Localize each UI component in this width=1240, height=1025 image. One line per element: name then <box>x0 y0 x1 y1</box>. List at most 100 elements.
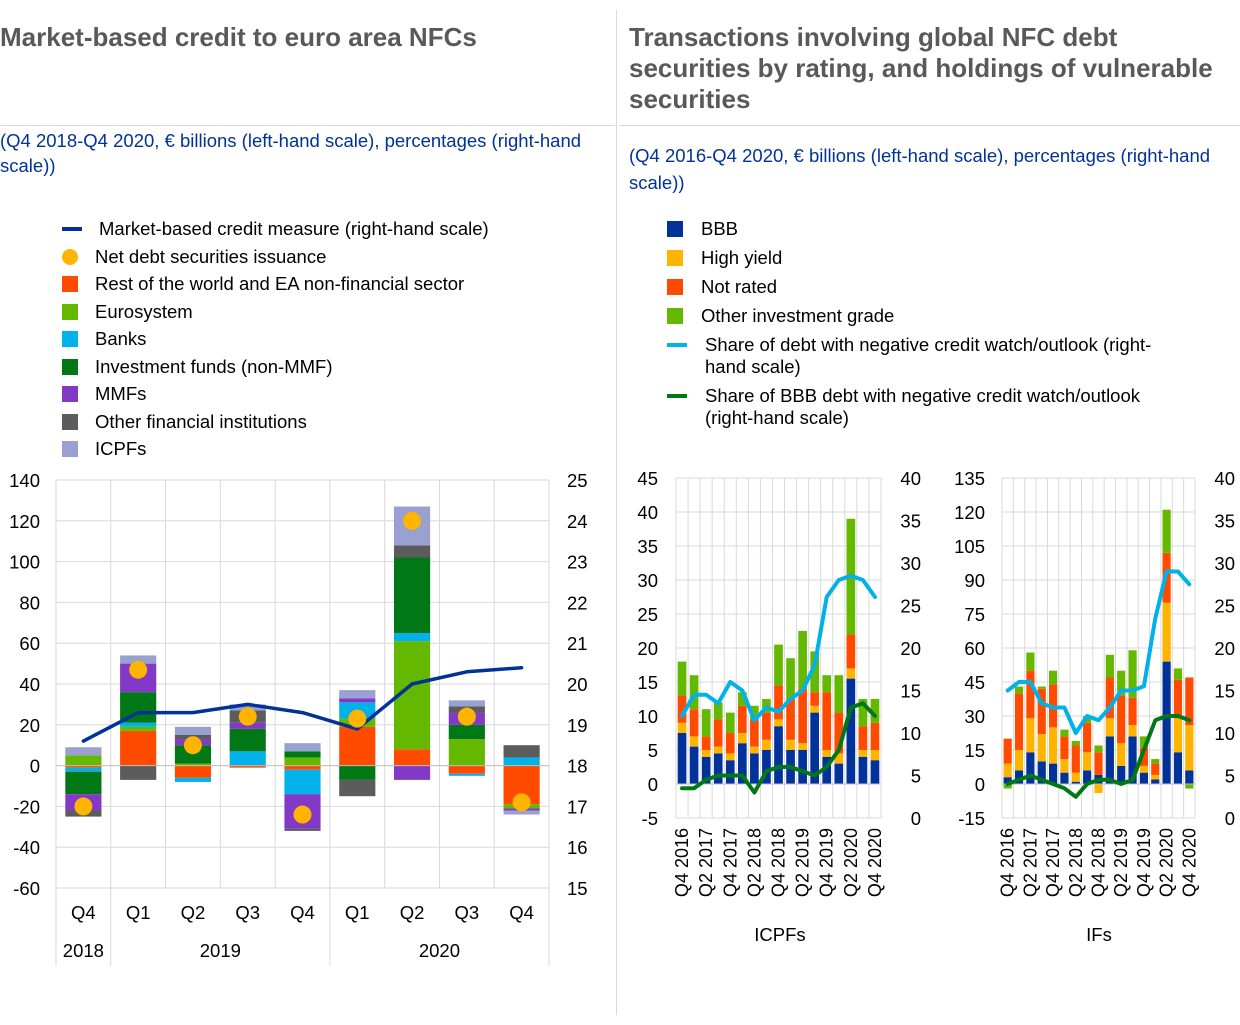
ifs-bar-other-investment-grade <box>1014 686 1024 694</box>
left-y-tick-label: 120 <box>9 511 40 532</box>
icpfs-bar-high-yield <box>798 743 807 750</box>
icpfs-y-tick-label: 10 <box>637 706 658 727</box>
icpfs-bar-other-investment-grade <box>725 712 735 733</box>
left-bar-icpfs <box>65 747 102 756</box>
left-bar-banks <box>284 769 321 795</box>
ifs-bar-other-investment-grade <box>1117 670 1126 696</box>
icpfs-bar-not-rated <box>762 712 771 740</box>
icpfs-bar-other-investment-grade <box>713 702 723 720</box>
ifs-bar-not-rated <box>1173 679 1183 719</box>
ifs-bar-other-investment-grade <box>1037 686 1046 689</box>
icpfs-y2-tick-label: 10 <box>900 723 921 744</box>
legend-swatch <box>62 248 78 265</box>
ifs-x-axis-label: IFs <box>1086 924 1112 945</box>
left-bar-eurosystem <box>448 739 485 766</box>
left-bar-rest-of-the-world-and-ea-non-financial-sector <box>65 765 102 768</box>
icpfs-x-tick-label: Q4 2016 <box>672 828 692 897</box>
left-bar-mmfs <box>229 722 266 729</box>
left-y-tick-label: 80 <box>19 592 40 613</box>
right-title-rule <box>619 125 1240 126</box>
ifs-y2-tick-label: 20 <box>1214 638 1235 659</box>
ifs-x-tick-label: Q2 2019 <box>1111 828 1131 897</box>
legend-swatch <box>667 343 687 347</box>
left-y2-tick-label: 15 <box>567 878 588 899</box>
left-legend-item-other-financial-institutions: Other financial institutions <box>62 411 489 439</box>
left-bar-mmfs <box>393 765 431 780</box>
right-chart-panel: Transactions involving global NFC debt s… <box>619 0 1240 1025</box>
ifs-bar-not-rated <box>1026 670 1035 719</box>
ifs-x-tick-label: Q2 2017 <box>1020 828 1040 897</box>
ifs-x-tick-label: Q2 2018 <box>1066 828 1086 897</box>
ifs-bar-high-yield <box>1128 725 1137 737</box>
icpfs-line-share-of-debt-with-negative-credit-watch-outlook-right-hand-scale <box>680 573 877 723</box>
left-bar-banks <box>65 767 102 772</box>
icpfs-y2-tick-label: 20 <box>900 638 921 659</box>
ifs-bar-not-rated <box>1037 688 1046 735</box>
icpfs-bar-not-rated <box>677 695 687 723</box>
left-legend-item-market-based-credit-measure-right-hand-scale: Market-based credit measure (right-hand … <box>62 218 489 246</box>
ifs-bar-high-yield <box>1003 763 1012 778</box>
left-marker-net-issuance <box>183 736 202 755</box>
icpfs-bar-high-yield <box>677 722 687 733</box>
left-bar-eurosystem <box>174 763 212 766</box>
icpfs-x-tick-label: Q2 2020 <box>841 828 861 897</box>
icpfs-y-tick-label: 40 <box>637 502 658 523</box>
ifs-bar-not-rated <box>1117 695 1126 744</box>
left-bar-investment-funds-non-mmf <box>174 745 212 764</box>
icpfs-y2-tick-label: 5 <box>911 766 921 787</box>
left-bar-icpfs <box>284 743 321 752</box>
ifs-y2-tick-label: 35 <box>1214 511 1235 532</box>
left-x-tick-label: Q3 <box>454 902 479 923</box>
icpfs-x-tick-label: Q2 2017 <box>696 828 716 897</box>
ifs-bar-not-rated <box>1083 722 1092 753</box>
icpfs-bar-not-rated <box>701 736 711 750</box>
legend-swatch <box>667 250 683 266</box>
right-legend-item-other-investment-grade: Other investment grade <box>667 305 1187 327</box>
icpfs-bar-high-yield <box>834 753 844 764</box>
left-bar-eurosystem <box>284 757 321 766</box>
left-bar-rest-of-the-world-and-ea-non-financial-sector <box>339 726 376 766</box>
ifs-bar-bbb <box>1105 736 1114 784</box>
left-legend-item-eurosystem: Eurosystem <box>62 301 489 329</box>
ifs-y2-tick-label: 0 <box>1225 808 1235 829</box>
left-y-tick-label: 0 <box>30 756 40 777</box>
ifs-y-tick-label: 105 <box>954 536 985 557</box>
ifs-bar-bbb <box>1128 736 1137 784</box>
panel-divider <box>616 10 617 1015</box>
left-bar-eurosystem <box>120 726 157 731</box>
legend-swatch <box>62 331 78 347</box>
legend-swatch <box>667 279 683 295</box>
icpfs-bar-bbb <box>858 756 868 784</box>
left-bar-investment-funds-non-mmf <box>393 557 431 633</box>
icpfs-bar-not-rated <box>846 634 856 669</box>
icpfs-bar-bbb <box>810 712 820 784</box>
ifs-bar-other-investment-grade <box>1151 759 1160 764</box>
left-y-tick-label: -40 <box>13 837 40 858</box>
legend-label: Investment funds (non-MMF) <box>95 355 333 377</box>
icpfs-bar-other-investment-grade <box>858 699 868 727</box>
icpfs-bar-high-yield <box>870 750 880 761</box>
left-y2-tick-label: 24 <box>567 511 588 532</box>
ifs-bar-other-investment-grade <box>1049 670 1058 685</box>
left-year-label: 2020 <box>419 940 460 961</box>
icpfs-y2-tick-label: 35 <box>900 511 921 532</box>
ifs-bar-bbb <box>1117 765 1126 784</box>
left-y-tick-label: 100 <box>9 552 40 573</box>
icpfs-y2-tick-label: 40 <box>900 468 921 489</box>
ifs-bar-bbb <box>1026 752 1035 784</box>
left-marker-net-issuance <box>348 709 367 728</box>
left-bar-rest-of-the-world-and-ea-non-financial-sector <box>174 765 212 778</box>
ifs-bar-not-rated <box>1105 677 1114 719</box>
icpfs-bar-high-yield <box>846 668 856 679</box>
ifs-x-tick-label: Q2 2020 <box>1157 828 1177 897</box>
legend-label: Not rated <box>701 276 778 297</box>
left-bar-banks <box>448 773 485 776</box>
right-legend-item-share-of-bbb-debt-with-negative-credit-watch-outlook-right-hand-scale: Share of BBB debt with negative credit w… <box>667 385 1187 429</box>
ifs-y-tick-label: 75 <box>964 604 985 625</box>
left-bar-other-financial-institutions <box>120 765 157 780</box>
icpfs-bar-other-investment-grade <box>870 699 880 723</box>
ifs-bar-high-yield <box>1105 718 1114 737</box>
ifs-bar-bbb <box>1162 661 1171 784</box>
icpfs-bar-not-rated <box>798 688 807 744</box>
left-y-tick-label: 20 <box>19 715 40 736</box>
